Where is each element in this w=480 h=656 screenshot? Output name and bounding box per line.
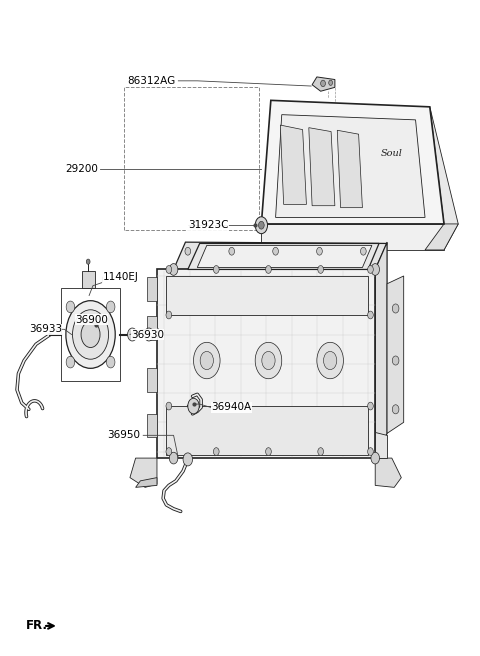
Circle shape xyxy=(107,356,115,368)
Circle shape xyxy=(317,247,322,255)
Polygon shape xyxy=(174,242,387,270)
Circle shape xyxy=(259,221,264,229)
Circle shape xyxy=(262,352,275,369)
Circle shape xyxy=(360,247,366,255)
Circle shape xyxy=(107,301,115,313)
Polygon shape xyxy=(130,458,157,487)
Circle shape xyxy=(166,266,172,274)
Circle shape xyxy=(255,342,282,379)
Circle shape xyxy=(72,310,108,359)
Circle shape xyxy=(392,304,399,313)
Text: 36930: 36930 xyxy=(131,329,164,340)
Polygon shape xyxy=(276,115,425,217)
Circle shape xyxy=(265,447,271,455)
Circle shape xyxy=(66,356,75,368)
Polygon shape xyxy=(375,432,387,458)
Circle shape xyxy=(273,247,278,255)
Circle shape xyxy=(188,398,199,414)
Text: 36933: 36933 xyxy=(29,324,62,335)
Polygon shape xyxy=(188,243,379,270)
Circle shape xyxy=(66,300,115,368)
Circle shape xyxy=(183,453,192,466)
Polygon shape xyxy=(337,131,362,208)
Polygon shape xyxy=(167,276,368,315)
Circle shape xyxy=(86,259,90,264)
Circle shape xyxy=(166,447,172,455)
Circle shape xyxy=(392,356,399,365)
Circle shape xyxy=(169,264,178,276)
Polygon shape xyxy=(425,224,458,250)
Circle shape xyxy=(214,447,219,455)
Circle shape xyxy=(169,452,178,464)
Circle shape xyxy=(317,342,343,379)
Polygon shape xyxy=(167,406,368,455)
Text: 36950: 36950 xyxy=(108,430,140,440)
Polygon shape xyxy=(147,316,157,340)
Text: 1140EJ: 1140EJ xyxy=(102,272,138,282)
Text: FR.: FR. xyxy=(25,619,48,632)
Circle shape xyxy=(265,266,271,274)
Circle shape xyxy=(166,402,172,410)
Polygon shape xyxy=(82,272,95,288)
Text: Soul: Soul xyxy=(381,149,403,158)
Circle shape xyxy=(318,447,324,455)
Circle shape xyxy=(166,311,172,319)
Polygon shape xyxy=(261,250,276,256)
Circle shape xyxy=(214,266,219,274)
Text: 36940A: 36940A xyxy=(212,402,252,413)
Circle shape xyxy=(329,80,333,85)
Circle shape xyxy=(371,452,380,464)
Polygon shape xyxy=(261,100,444,224)
Polygon shape xyxy=(375,458,401,487)
Text: 29200: 29200 xyxy=(65,163,97,174)
Circle shape xyxy=(144,328,154,341)
Text: 31923C: 31923C xyxy=(188,220,228,230)
Circle shape xyxy=(66,301,75,313)
Circle shape xyxy=(128,328,137,341)
Text: 36900: 36900 xyxy=(75,314,108,325)
Circle shape xyxy=(81,321,100,348)
Polygon shape xyxy=(147,368,157,392)
Circle shape xyxy=(371,264,380,276)
Circle shape xyxy=(255,216,267,234)
Polygon shape xyxy=(261,224,444,250)
Circle shape xyxy=(368,266,373,274)
Polygon shape xyxy=(309,128,335,206)
Circle shape xyxy=(321,80,325,87)
Circle shape xyxy=(318,266,324,274)
Text: 86312AG: 86312AG xyxy=(128,76,176,86)
Polygon shape xyxy=(157,270,375,458)
Circle shape xyxy=(324,352,337,369)
Polygon shape xyxy=(387,276,404,434)
Circle shape xyxy=(368,311,373,319)
Circle shape xyxy=(368,402,373,410)
Polygon shape xyxy=(430,107,458,250)
Polygon shape xyxy=(312,77,335,91)
Polygon shape xyxy=(147,414,157,438)
Polygon shape xyxy=(280,125,306,205)
Circle shape xyxy=(200,352,214,369)
Circle shape xyxy=(185,247,191,255)
Polygon shape xyxy=(136,478,157,487)
Polygon shape xyxy=(375,242,387,458)
Polygon shape xyxy=(197,245,372,268)
Circle shape xyxy=(229,247,235,255)
Polygon shape xyxy=(147,277,157,300)
Circle shape xyxy=(392,405,399,414)
Circle shape xyxy=(368,447,373,455)
Circle shape xyxy=(193,342,220,379)
